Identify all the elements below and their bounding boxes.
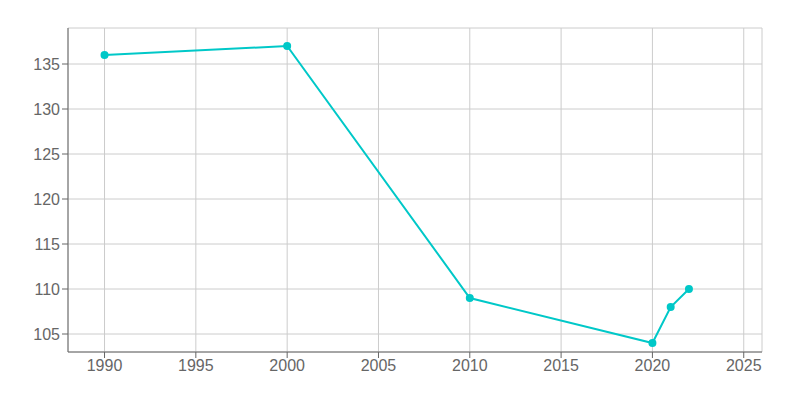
svg-text:2010: 2010 xyxy=(452,357,488,374)
svg-text:130: 130 xyxy=(33,101,60,118)
svg-text:2020: 2020 xyxy=(635,357,671,374)
svg-text:2005: 2005 xyxy=(361,357,397,374)
svg-text:110: 110 xyxy=(34,281,60,298)
svg-text:125: 125 xyxy=(33,146,60,163)
svg-text:2025: 2025 xyxy=(726,357,762,374)
svg-text:1995: 1995 xyxy=(178,357,214,374)
svg-text:2015: 2015 xyxy=(543,357,579,374)
svg-text:105: 105 xyxy=(33,326,60,343)
svg-text:115: 115 xyxy=(34,236,60,253)
svg-text:2000: 2000 xyxy=(269,357,305,374)
svg-text:1990: 1990 xyxy=(87,357,123,374)
svg-text:120: 120 xyxy=(33,191,60,208)
svg-text:135: 135 xyxy=(33,56,60,73)
